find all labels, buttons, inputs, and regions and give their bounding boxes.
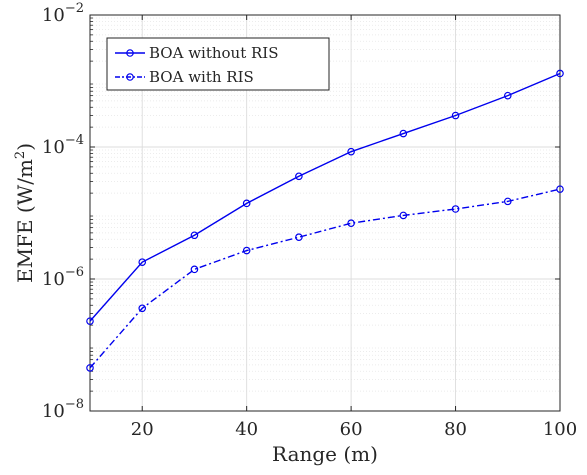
x-tick-label: 60 [340,419,363,440]
y-tick-base: 10 [42,269,65,290]
x-tick-label: 100 [543,419,577,440]
y-axis-title-main: EMFE (W/m [13,159,37,283]
series-layer [86,69,564,372]
legend-marker [126,73,134,81]
data-point [451,111,460,120]
data-point [190,231,199,240]
legend-label: BOA without RIS [149,44,279,62]
data-point [347,147,355,156]
y-tick-exponent: −8 [65,397,84,412]
x-tick-label: 80 [444,419,467,440]
minor-grid [90,17,560,392]
y-axis-title-close: ) [13,143,37,151]
data-point [399,129,408,138]
legend-item: BOA with RIS [115,68,254,86]
plot-border [89,14,561,412]
y-tick-exponent: −4 [65,133,84,148]
y-tick-label: 10−6 [42,265,84,290]
x-axis-ticks: 20 40 60 80 100 [131,15,577,440]
x-tick-label: 40 [235,419,258,440]
y-tick-exponent: −2 [65,1,84,16]
data-point [503,197,512,206]
axes-frame [89,14,561,412]
y-tick-label: 10−4 [42,133,84,158]
y-tick-base: 10 [42,401,65,422]
data-point [503,91,512,100]
legend-item: BOA without RIS [115,44,279,62]
data-point [451,205,460,213]
x-tick-label: 20 [131,419,154,440]
y-axis-title-superscript: 2 [13,151,28,159]
y-tick-label: 10−2 [42,1,84,26]
series-1 [86,69,564,325]
data-point [399,211,408,220]
y-tick-base: 10 [42,137,65,158]
data-point [86,317,94,325]
data-point [295,172,303,181]
data-point [556,69,564,78]
legend-label: BOA with RIS [149,68,254,86]
y-axis-title: EMFE (W/m2) [13,143,37,283]
data-point [138,258,147,266]
data-point [556,185,564,193]
y-axis-ticks: 10−810−610−410−2 [42,1,560,422]
data-point [347,219,355,228]
y-tick-base: 10 [42,5,65,26]
y-tick-label: 10−8 [42,397,84,422]
y-tick-exponent: −6 [65,265,84,280]
legend-items: BOA without RIS BOA with RIS [115,44,279,86]
legend-box [106,37,330,91]
series-line [89,188,561,369]
data-point [190,265,199,274]
data-point [242,199,251,208]
legend: BOA without RIS BOA with RIS [106,37,330,91]
x-axis-title: Range (m) [272,442,378,466]
series-2 [86,185,564,372]
data-point [295,233,303,241]
series-line [89,72,561,322]
data-point [86,364,94,372]
data-point [242,246,251,255]
data-point [138,304,147,313]
legend-marker [126,49,134,57]
